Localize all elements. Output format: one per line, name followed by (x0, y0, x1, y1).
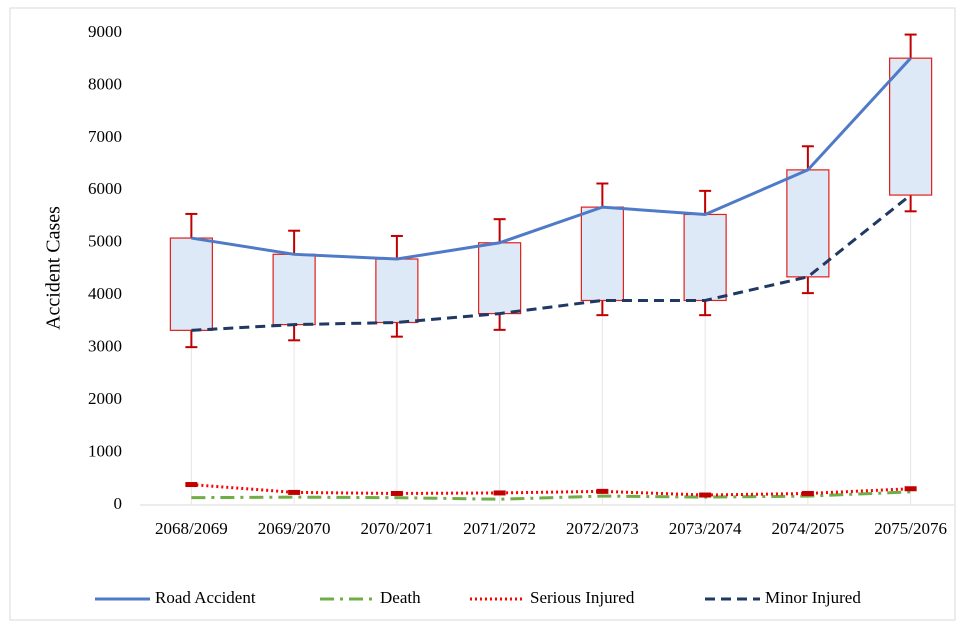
series-line (191, 483, 911, 497)
series-line (191, 193, 912, 332)
y-tick-label: 3000 (88, 337, 122, 356)
serious-marker (288, 489, 301, 495)
y-tick-label: 2000 (88, 389, 122, 408)
serious-marker (699, 492, 712, 498)
y-tick-label: 0 (114, 494, 123, 513)
box (580, 206, 624, 302)
y-axis-label: Accident Cases (43, 206, 65, 330)
y-tick-label: 4000 (88, 284, 122, 303)
y-tick-label: 5000 (88, 232, 122, 251)
series-line (191, 57, 912, 261)
box (889, 57, 933, 196)
y-tick-label: 1000 (88, 441, 122, 460)
serious-marker (185, 482, 198, 488)
box (169, 237, 213, 331)
serious-marker (904, 486, 917, 492)
serious-marker (596, 488, 609, 494)
legend-label: Serious Injured (530, 588, 635, 607)
x-tick-label: 2072/2073 (566, 519, 639, 538)
legend-label: Minor Injured (765, 588, 861, 607)
series-line (191, 490, 911, 501)
legend-label: Death (380, 588, 421, 607)
legend-label: Road Accident (155, 588, 256, 607)
x-tick-label: 2068/2069 (155, 519, 228, 538)
box (786, 169, 830, 278)
x-tick-label: 2071/2072 (463, 519, 536, 538)
y-tick-label: 7000 (88, 127, 122, 146)
box (375, 258, 419, 324)
box (478, 242, 522, 315)
x-tick-label: 2073/2074 (669, 519, 742, 538)
serious-marker (493, 490, 506, 496)
x-tick-label: 2069/2070 (258, 519, 331, 538)
y-tick-label: 8000 (88, 74, 122, 93)
y-tick-label: 6000 (88, 179, 122, 198)
x-tick-label: 2075/2076 (874, 519, 947, 538)
y-tick-label: 9000 (88, 22, 122, 41)
serious-marker (390, 490, 403, 496)
box (683, 213, 727, 302)
serious-marker (801, 490, 814, 496)
x-tick-label: 2074/2075 (772, 519, 845, 538)
x-tick-label: 2070/2071 (361, 519, 434, 538)
box (272, 253, 316, 326)
